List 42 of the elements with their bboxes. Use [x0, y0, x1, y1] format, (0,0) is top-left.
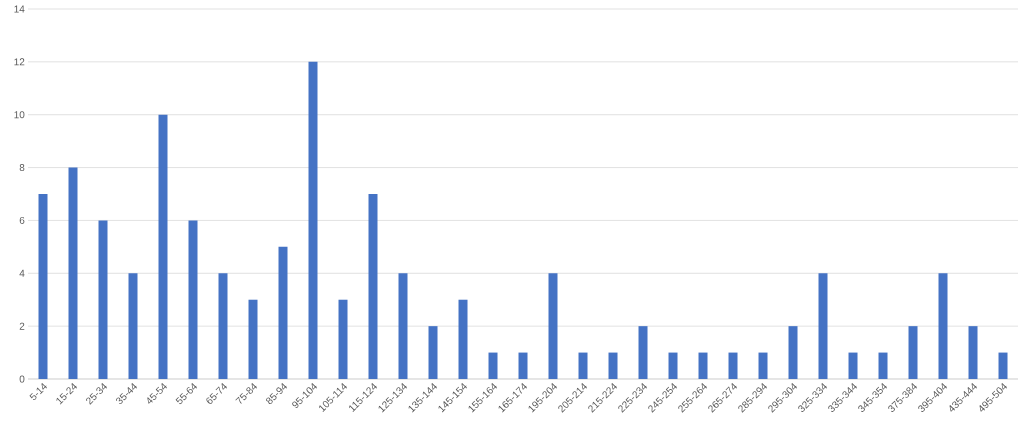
y-tick-label: 4: [19, 269, 25, 277]
bar: [488, 352, 498, 379]
bar: [878, 352, 888, 379]
bar: [218, 273, 228, 379]
bar: [698, 352, 708, 379]
bar: [518, 352, 528, 379]
bar: [668, 352, 678, 379]
bar: [308, 61, 318, 379]
bar: [728, 352, 738, 379]
bar: [188, 220, 198, 379]
bar: [938, 273, 948, 379]
y-tick-label: 10: [14, 111, 25, 119]
y-tick-label: 8: [19, 164, 25, 172]
bar: [38, 194, 48, 379]
bar: [338, 299, 348, 379]
bar: [848, 352, 858, 379]
bar: [548, 273, 558, 379]
bar: [248, 299, 258, 379]
bar: [368, 194, 378, 379]
bar: [68, 167, 78, 379]
bar: [128, 273, 138, 379]
bar: [968, 326, 978, 379]
bar: [398, 273, 408, 379]
bar: [818, 273, 828, 379]
bar: [278, 246, 288, 379]
bar: [158, 114, 168, 379]
bar: [638, 326, 648, 379]
x-tick-label: 5-14: [29, 383, 47, 401]
y-tick-label: 6: [19, 216, 25, 224]
bar: [98, 220, 108, 379]
bar: [788, 326, 798, 379]
y-tick-label: 12: [14, 58, 25, 66]
bar: [608, 352, 618, 379]
bar: [908, 326, 918, 379]
bar: [428, 326, 438, 379]
y-tick-label: 0: [19, 375, 25, 383]
y-tick-label: 2: [19, 322, 25, 330]
bar: [578, 352, 588, 379]
bar: [758, 352, 768, 379]
bar: [458, 299, 468, 379]
bar: [998, 352, 1008, 379]
y-tick-label: 14: [14, 5, 25, 13]
